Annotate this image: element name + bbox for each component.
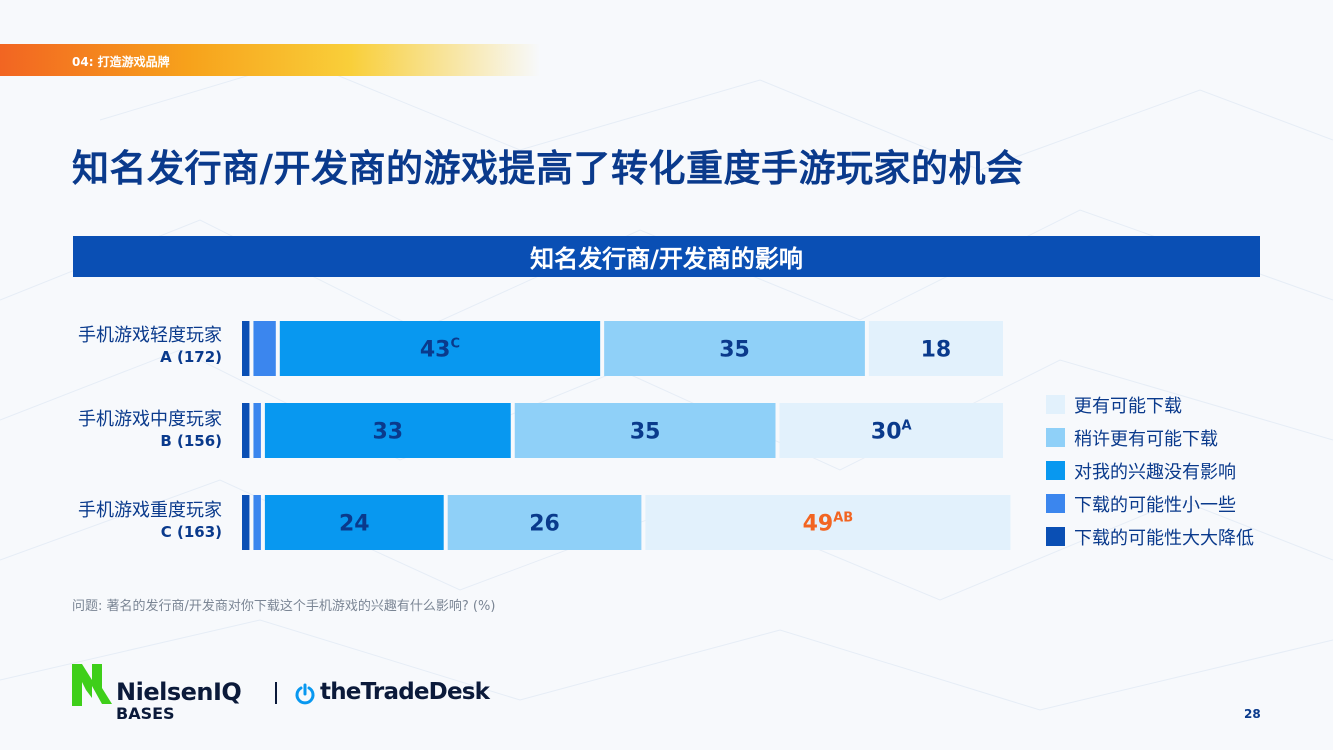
bar-value-label: 33 [373,420,404,445]
bar-segment [447,495,642,550]
bar-segment [242,495,250,550]
legend-swatch [1046,461,1065,480]
category-label-medium: 手机游戏中度玩家 B (156) [78,409,222,451]
legend-item: 更有可能下载 [1046,388,1254,421]
bar-segment [645,495,1011,550]
logo-area: NielsenIQ BASES theTradeDesk [72,662,492,723]
legend-swatch [1046,395,1065,414]
bar-segment [253,403,261,458]
legend-label: 下载的可能性小一些 [1074,494,1236,516]
tradedesk-power-icon [295,683,315,705]
category-sample-size: C (163) [160,523,222,541]
category-name: 手机游戏轻度玩家 [78,325,222,346]
category-name: 手机游戏中度玩家 [78,409,222,430]
bar-value-label: 18 [921,338,952,363]
category-label-light: 手机游戏轻度玩家 A (172) [78,325,222,367]
bar-value-label: 43C [420,337,460,363]
legend-swatch [1046,527,1065,546]
section-tag: 04: 打造游戏品牌 [0,44,540,76]
page-number: 28 [1244,707,1261,721]
bar-segment [279,321,601,376]
bar-segment [253,495,261,550]
bar-value-label: 24 [339,512,370,537]
legend-label: 稍许更有可能下载 [1074,428,1218,450]
bar-segment [868,321,1003,376]
nielseniq-bases-label: BASES [116,704,175,723]
category-sample-size: B (156) [160,432,222,450]
legend-item: 对我的兴趣没有影响 [1046,454,1254,487]
legend-item: 下载的可能性小一些 [1046,487,1254,520]
page-title: 知名发行商/开发商的游戏提高了转化重度手游玩家的机会 [72,147,1024,190]
bar-segment [264,403,511,458]
section-tag-label: 04: 打造游戏品牌 [72,55,170,69]
bar-segment [242,403,250,458]
nielseniq-logo-mark [72,664,112,706]
chart-title-banner: 知名发行商/开发商的影响 [73,236,1260,277]
bar-segment [779,403,1003,458]
bar-segment [264,495,444,550]
legend-label: 更有可能下载 [1074,395,1182,417]
legend-item: 下载的可能性大大降低 [1046,520,1254,553]
legend-swatch [1046,494,1065,513]
bar-segment [514,403,776,458]
bar-value-label: 35 [630,420,661,445]
category-sample-size: A (172) [160,348,222,366]
bar-segment [604,321,865,376]
legend-swatch [1046,428,1065,447]
nielseniq-wordmark: NielsenIQ [116,678,242,706]
category-name: 手机游戏重度玩家 [78,500,222,521]
bar-value-label: 49AB [803,511,854,537]
bar-value-label: 30A [871,419,912,445]
legend-label: 对我的兴趣没有影响 [1074,461,1236,483]
bar-segment [253,321,276,376]
bar-value-label: 26 [529,512,560,537]
bar-value-label: 35 [719,338,750,363]
legend-label: 下载的可能性大大降低 [1074,527,1254,549]
question-footnote: 问题: 著名的发行商/开发商对你下载这个手机游戏的兴趣有什么影响? (%) [72,599,496,614]
tradedesk-wordmark: theTradeDesk [320,679,490,705]
chart-legend: 更有可能下载 稍许更有可能下载 对我的兴趣没有影响 下载的可能性小一些 下载的可… [1046,388,1254,553]
legend-item: 稍许更有可能下载 [1046,421,1254,454]
logo-divider [275,682,277,704]
bar-segment [242,321,250,376]
category-label-heavy: 手机游戏重度玩家 C (163) [78,500,222,542]
chart-title: 知名发行商/开发商的影响 [530,245,803,273]
